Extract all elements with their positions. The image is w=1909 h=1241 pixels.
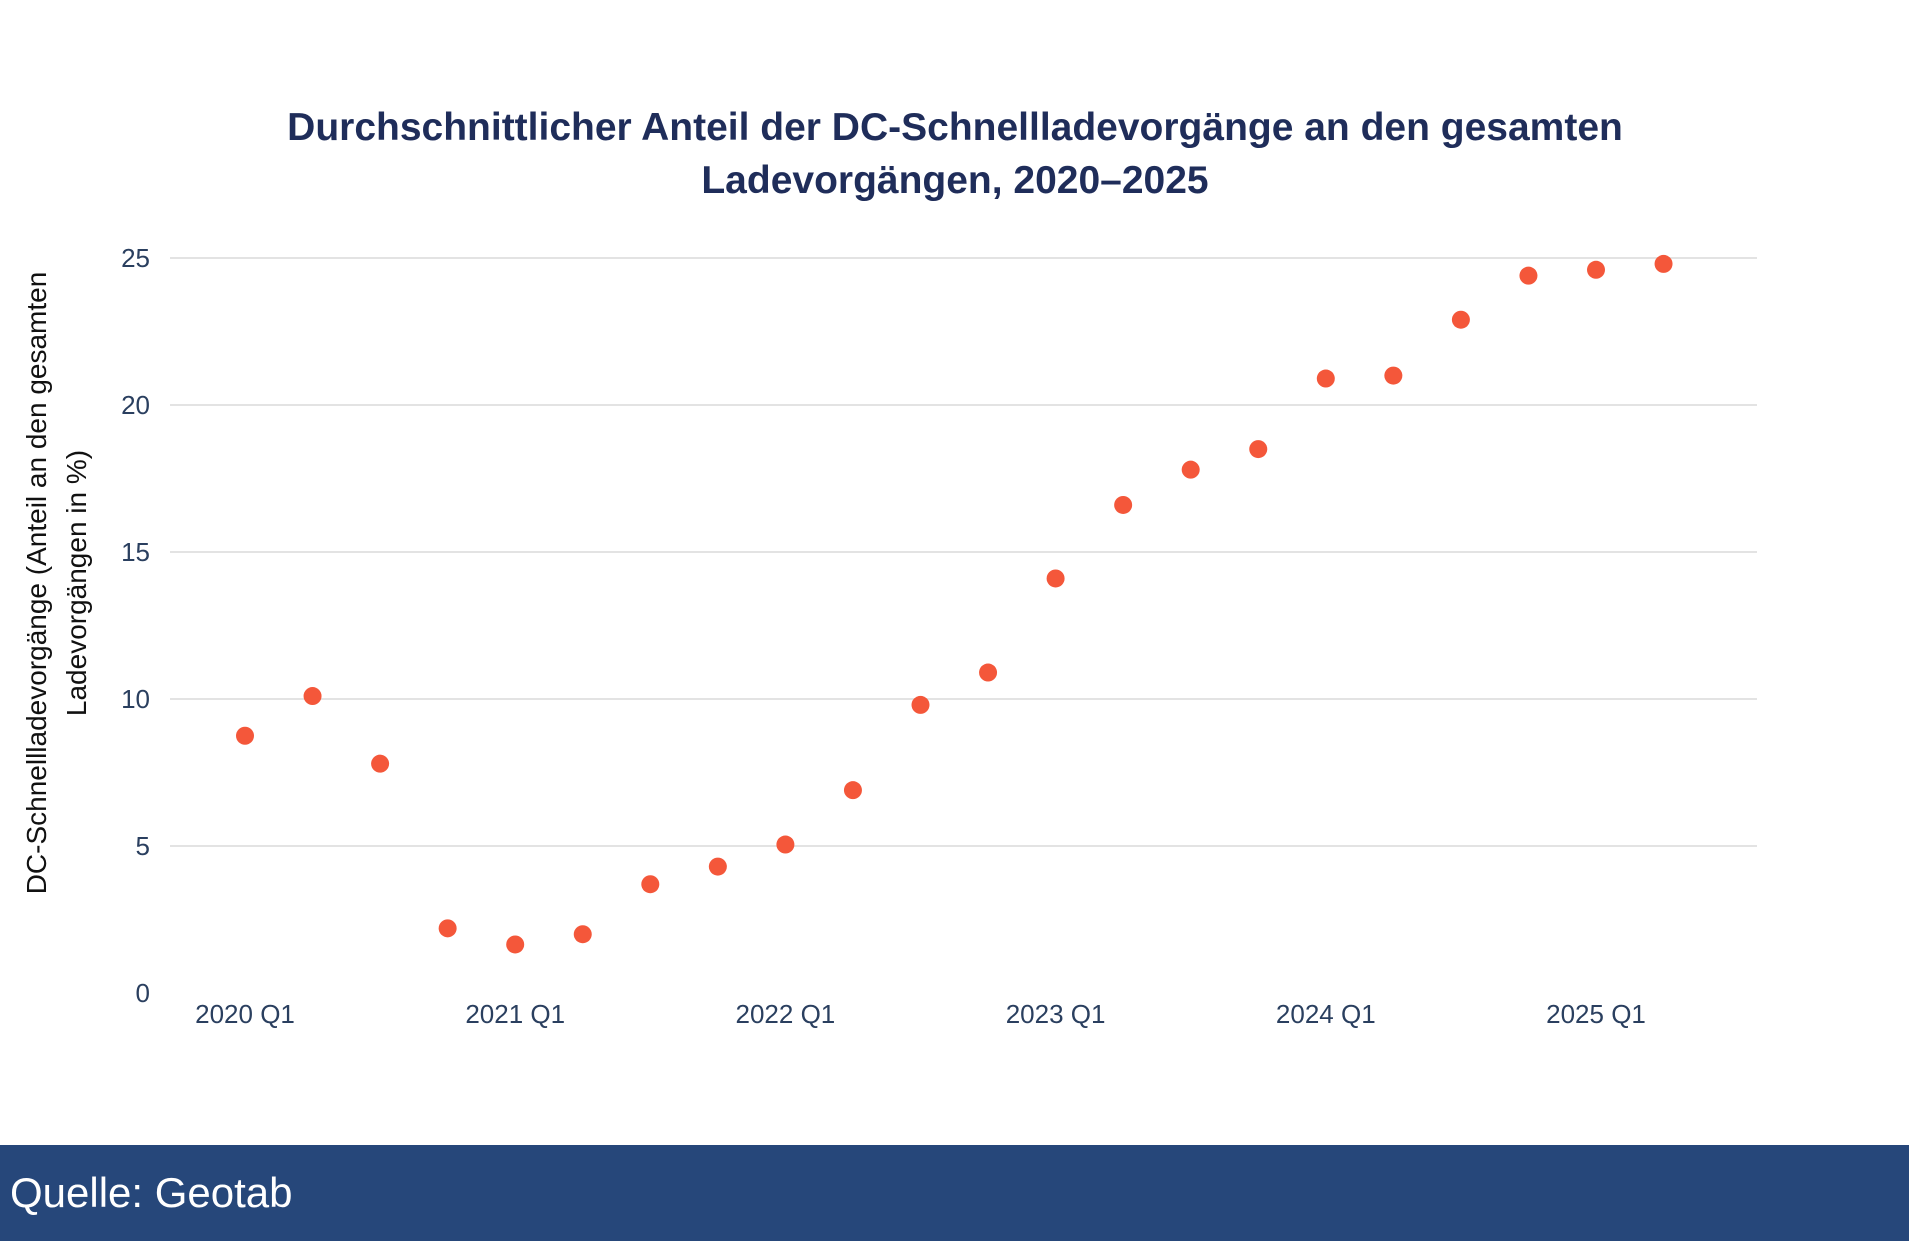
x-tick-label: 2021 Q1 xyxy=(465,999,565,1029)
data-point xyxy=(1114,495,1133,514)
data-point xyxy=(236,726,254,745)
x-tick-label: 2020 Q1 xyxy=(195,999,295,1029)
data-point xyxy=(1519,266,1538,285)
y-axis-ticks: 0 5 10 15 20 25 xyxy=(121,243,150,1008)
data-point xyxy=(843,781,862,800)
source-text: Quelle: Geotab xyxy=(10,1169,293,1216)
data-point xyxy=(1451,310,1470,329)
data-point xyxy=(1316,369,1335,388)
chart: Durchschnittlicher Anteil der DC-Schnell… xyxy=(21,106,1757,1029)
x-tick-label: 2023 Q1 xyxy=(1006,999,1106,1029)
data-point xyxy=(776,835,795,854)
data-point xyxy=(1181,460,1200,479)
data-point xyxy=(438,919,457,938)
data-points xyxy=(236,254,1673,954)
chart-title-line-2: Ladevorgängen, 2020–2025 xyxy=(701,159,1208,202)
data-point xyxy=(506,935,525,954)
chart-title-line-1: Durchschnittlicher Anteil der DC-Schnell… xyxy=(287,106,1623,149)
x-tick-label: 2022 Q1 xyxy=(736,999,836,1029)
data-point xyxy=(303,687,322,706)
data-point xyxy=(1046,569,1065,588)
x-tick-label: 2024 Q1 xyxy=(1276,999,1376,1029)
x-axis-ticks: 2020 Q1 2021 Q1 2022 Q1 2023 Q1 2024 Q1 2025 … xyxy=(195,999,1646,1029)
y-axis-label-line-2: Ladevorgängen in %) xyxy=(61,450,92,716)
x-tick-label: 2025 Q1 xyxy=(1546,999,1646,1029)
y-tick-label: 10 xyxy=(121,684,150,714)
y-axis-label-line-1: DC-Schnellladevorgänge (Anteil an den ge… xyxy=(21,272,52,895)
y-tick-label: 0 xyxy=(136,978,150,1008)
gridlines xyxy=(170,257,1757,847)
y-tick-label: 25 xyxy=(121,243,150,273)
source-footer: Quelle: Geotab xyxy=(0,1145,1909,1241)
data-point xyxy=(573,925,592,944)
data-point xyxy=(979,663,998,682)
y-axis-label: DC-Schnellladevorgänge (Anteil an den ge… xyxy=(21,272,92,895)
data-point xyxy=(641,875,660,894)
data-point xyxy=(1384,366,1403,385)
data-point xyxy=(708,857,727,876)
data-point xyxy=(1587,260,1605,279)
y-tick-label: 15 xyxy=(121,537,150,567)
y-tick-label: 20 xyxy=(121,390,150,420)
y-tick-label: 5 xyxy=(136,831,150,861)
data-point xyxy=(371,754,390,773)
data-point xyxy=(911,695,930,714)
data-point xyxy=(1249,440,1268,459)
data-point xyxy=(1654,254,1673,273)
